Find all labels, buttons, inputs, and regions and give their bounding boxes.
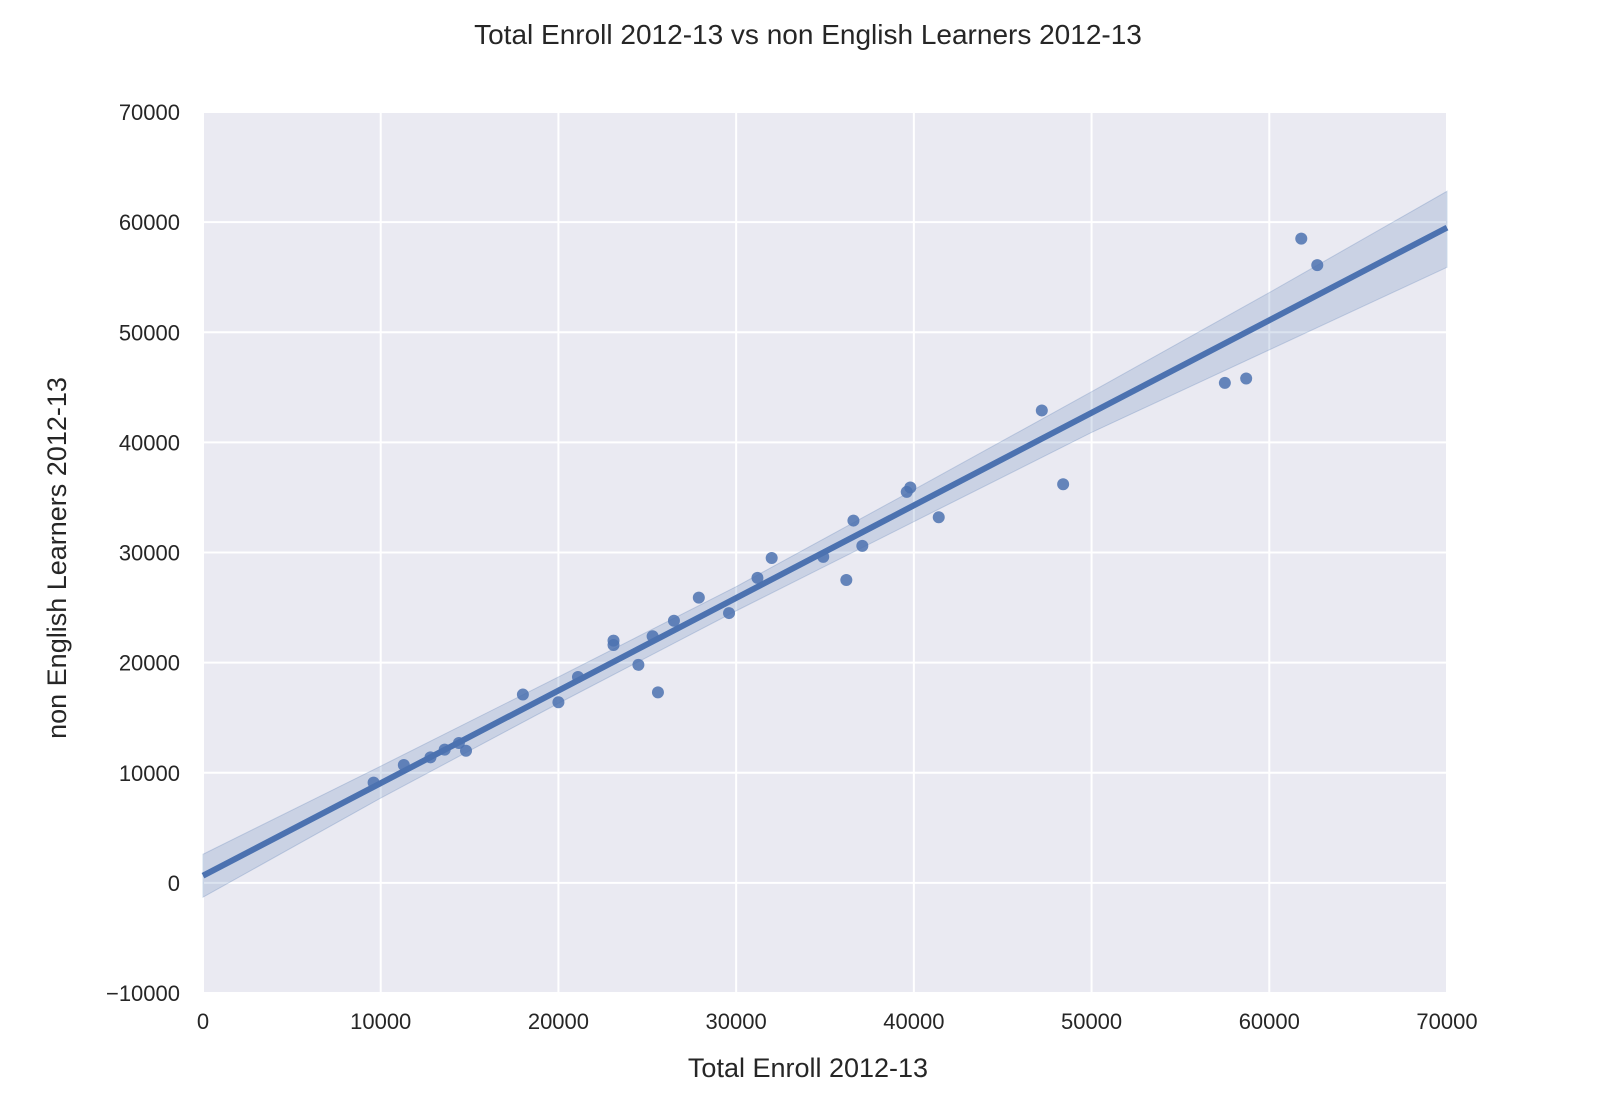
data-points <box>367 232 1324 789</box>
y-tick-label: 0 <box>168 871 180 896</box>
data-point <box>1218 376 1231 389</box>
y-tick-labels: −10000 0 10000 20000 30000 40000 50000 60000 700… <box>106 100 180 1006</box>
x-axis-label: Total Enroll 2012-13 <box>688 1053 928 1083</box>
data-point <box>1057 478 1070 491</box>
gridlines <box>202 111 1448 994</box>
x-tick-label: 50000 <box>1061 1009 1122 1034</box>
x-tick-label: 60000 <box>1239 1009 1300 1034</box>
data-point <box>632 658 645 671</box>
x-tick-labels: 0 10000 20000 30000 40000 50000 60000 70000 <box>197 1009 1478 1034</box>
chart-title: Total Enroll 2012-13 vs non English Lear… <box>474 19 1142 50</box>
x-tick-label: 0 <box>197 1009 209 1034</box>
y-axis-label: non English Learners 2012-13 <box>42 377 72 739</box>
data-point <box>856 539 869 552</box>
data-point <box>516 688 529 701</box>
data-point <box>1295 232 1308 245</box>
data-point <box>751 571 764 584</box>
x-tick-label: 40000 <box>883 1009 944 1034</box>
x-tick-label: 70000 <box>1416 1009 1477 1034</box>
y-tick-label: 20000 <box>119 651 180 676</box>
y-tick-label: 60000 <box>119 210 180 235</box>
data-point <box>840 574 853 587</box>
regression-line <box>201 224 1449 879</box>
data-point <box>607 639 620 652</box>
x-tick-label: 10000 <box>350 1009 411 1034</box>
data-point <box>552 696 565 709</box>
data-point <box>1240 372 1253 385</box>
y-tick-label: 10000 <box>119 761 180 786</box>
data-point <box>651 686 664 699</box>
y-tick-label: 30000 <box>119 541 180 566</box>
y-tick-label: 40000 <box>119 430 180 455</box>
data-point <box>1311 259 1324 272</box>
data-point <box>723 607 736 620</box>
data-point <box>460 744 473 757</box>
y-tick-label: 70000 <box>119 100 180 125</box>
data-point <box>1035 404 1048 417</box>
data-point <box>765 552 778 565</box>
x-tick-label: 20000 <box>528 1009 589 1034</box>
data-point <box>847 514 860 527</box>
data-point <box>904 481 917 494</box>
x-tick-label: 30000 <box>706 1009 767 1034</box>
data-point <box>667 614 680 627</box>
data-point <box>932 511 945 524</box>
data-point <box>692 591 705 604</box>
y-tick-label: 50000 <box>119 320 180 345</box>
y-tick-label: −10000 <box>106 981 180 1006</box>
